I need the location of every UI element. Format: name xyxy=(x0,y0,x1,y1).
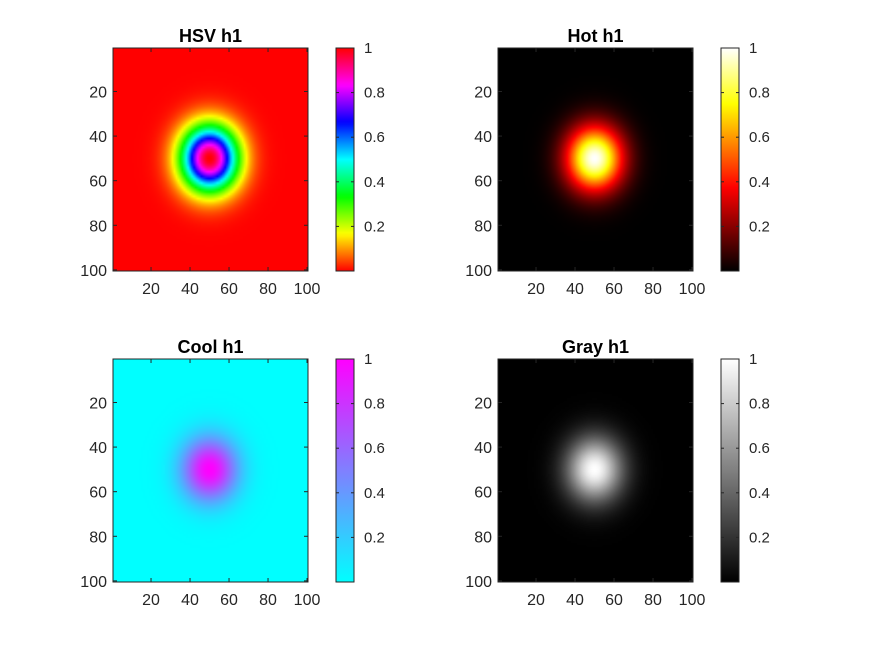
colorbar-tick-label: 1 xyxy=(364,40,372,57)
axes-box xyxy=(497,358,694,583)
x-tick-label: 40 xyxy=(566,281,584,298)
x-tick-label: 100 xyxy=(294,281,321,298)
heatmap-image xyxy=(113,48,308,271)
colorbar xyxy=(720,47,740,272)
heatmap-image xyxy=(498,48,693,271)
y-tick-label: 80 xyxy=(89,218,107,235)
x-tick-label: 80 xyxy=(259,281,277,298)
x-tick-label: 40 xyxy=(181,592,199,609)
y-tick-label: 40 xyxy=(474,129,492,146)
axes-box xyxy=(112,358,309,583)
colorbar-tick-label: 0.8 xyxy=(364,85,385,102)
heatmap-image xyxy=(498,359,693,582)
subplot-hsv: HSV h1 20 40 60 80 100 20 40 60 80 100 0.2 0.4 0.6 0.8… xyxy=(80,26,385,298)
y-tick-label: 80 xyxy=(474,529,492,546)
y-tick-label: 60 xyxy=(89,174,107,191)
colorbar-tick-label: 0.4 xyxy=(749,174,770,191)
colorbar-tick-label: 0.8 xyxy=(749,396,770,413)
axes-box xyxy=(497,47,694,272)
x-tick-label: 20 xyxy=(142,592,160,609)
y-tick-label: 100 xyxy=(80,574,107,591)
colorbar-tick-label: 0.2 xyxy=(749,218,770,235)
colorbar-tick-label: 0.6 xyxy=(364,440,385,457)
colorbar-tick-label: 0.6 xyxy=(364,129,385,146)
y-tick-label: 20 xyxy=(89,395,107,412)
x-tick-label: 100 xyxy=(679,281,706,298)
y-tick-label: 100 xyxy=(80,263,107,280)
x-tick-label: 40 xyxy=(566,592,584,609)
x-tick-label: 60 xyxy=(605,281,623,298)
plot-title: Gray h1 xyxy=(562,337,629,357)
x-tick-label: 20 xyxy=(527,592,545,609)
y-tick-label: 60 xyxy=(89,485,107,502)
x-tick-label: 80 xyxy=(644,281,662,298)
colorbar-tick-label: 0.8 xyxy=(749,85,770,102)
colorbar-tick-label: 0.2 xyxy=(364,529,385,546)
heatmap-image xyxy=(113,359,308,582)
plot-title: Hot h1 xyxy=(568,26,624,46)
subplot-cool: Cool h1 20 40 60 80 100 20 40 60 80 100 0.2 0.4 0.6 0.… xyxy=(80,337,385,609)
y-tick-label: 40 xyxy=(89,129,107,146)
y-tick-label: 80 xyxy=(89,529,107,546)
colorbar-tick-label: 0.6 xyxy=(749,129,770,146)
y-tick-label: 60 xyxy=(474,485,492,502)
y-tick-label: 80 xyxy=(474,218,492,235)
subplot-gray: Gray h1 20 40 60 80 100 20 40 60 80 100 0.2 0.4 0.6 0.… xyxy=(465,337,770,609)
plot-title: Cool h1 xyxy=(178,337,244,357)
x-tick-label: 20 xyxy=(142,281,160,298)
colorbar-tick-label: 0.4 xyxy=(364,485,385,502)
colorbar xyxy=(335,358,355,583)
subplot-hot: Hot h1 20 40 60 80 100 20 40 60 80 100 0.2 0.4 0.6 0.8… xyxy=(465,26,770,298)
axes-box xyxy=(112,47,309,272)
y-tick-label: 20 xyxy=(89,84,107,101)
colorbar-tick-label: 0.4 xyxy=(749,485,770,502)
x-tick-label: 100 xyxy=(679,592,706,609)
y-tick-label: 40 xyxy=(89,440,107,457)
colorbar xyxy=(335,47,355,272)
x-tick-label: 20 xyxy=(527,281,545,298)
colorbar xyxy=(720,358,740,583)
colorbar-tick-label: 0.8 xyxy=(364,396,385,413)
plot-title: HSV h1 xyxy=(179,26,242,46)
y-tick-label: 100 xyxy=(465,263,492,280)
colorbar-tick-label: 1 xyxy=(364,351,372,368)
x-tick-label: 80 xyxy=(644,592,662,609)
y-tick-label: 100 xyxy=(465,574,492,591)
colorbar-tick-label: 0.2 xyxy=(749,529,770,546)
x-tick-label: 40 xyxy=(181,281,199,298)
x-tick-label: 60 xyxy=(220,281,238,298)
colorbar-tick-label: 0.4 xyxy=(364,174,385,191)
y-tick-label: 20 xyxy=(474,84,492,101)
colorbar-tick-label: 0.6 xyxy=(749,440,770,457)
x-tick-label: 60 xyxy=(220,592,238,609)
x-tick-label: 60 xyxy=(605,592,623,609)
x-tick-label: 80 xyxy=(259,592,277,609)
y-tick-label: 60 xyxy=(474,174,492,191)
colorbar-tick-label: 1 xyxy=(749,351,757,368)
colorbar-tick-label: 1 xyxy=(749,40,757,57)
y-tick-label: 40 xyxy=(474,440,492,457)
y-tick-label: 20 xyxy=(474,395,492,412)
x-tick-label: 100 xyxy=(294,592,321,609)
colorbar-tick-label: 0.2 xyxy=(364,218,385,235)
